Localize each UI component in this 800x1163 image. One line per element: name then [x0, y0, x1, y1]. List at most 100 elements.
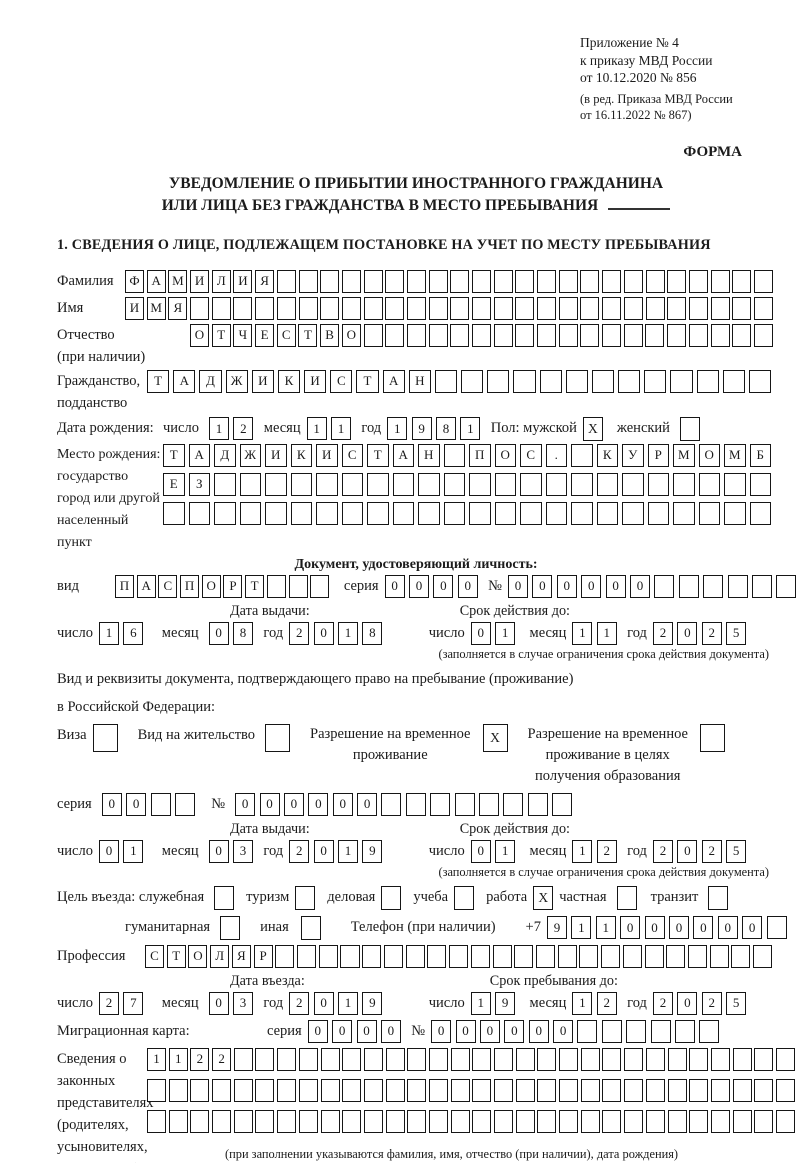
purpose-work-checkbox[interactable]: X	[533, 885, 554, 910]
char-cell[interactable]	[405, 944, 425, 968]
char-cell[interactable]	[710, 1078, 730, 1102]
char-cell[interactable]	[190, 1109, 210, 1133]
char-cell[interactable]	[703, 574, 724, 598]
char-cell[interactable]: 0	[677, 621, 698, 645]
char-cell[interactable]	[732, 323, 752, 347]
char-cell[interactable]	[580, 323, 600, 347]
char-cell[interactable]: П	[469, 443, 491, 467]
char-cell[interactable]: Т	[211, 323, 231, 347]
char-cell[interactable]: 8	[362, 621, 383, 645]
char-cell[interactable]	[515, 269, 535, 293]
char-cell[interactable]: 3	[233, 991, 253, 1015]
char-cell[interactable]	[667, 1078, 687, 1102]
char-cell[interactable]	[776, 574, 797, 598]
purpose-tourism-checkbox[interactable]	[295, 885, 316, 910]
purpose-study-checkbox[interactable]	[454, 885, 475, 910]
char-cell[interactable]	[644, 944, 664, 968]
char-cell[interactable]: Ж	[239, 443, 261, 467]
char-cell[interactable]: 0	[384, 574, 405, 598]
char-cell[interactable]	[266, 574, 286, 598]
char-cell[interactable]	[535, 944, 555, 968]
char-cell[interactable]	[622, 472, 644, 496]
char-cell[interactable]: Р	[253, 944, 273, 968]
char-cell[interactable]	[751, 574, 772, 598]
char-cell[interactable]: И	[190, 269, 210, 293]
char-cell[interactable]: Т	[298, 323, 318, 347]
char-cell[interactable]	[577, 1019, 598, 1043]
char-cell[interactable]: 0	[693, 916, 714, 939]
char-cell[interactable]: О	[201, 574, 221, 598]
char-cell[interactable]: 0	[455, 1019, 476, 1043]
char-cell[interactable]: 0	[307, 1019, 328, 1043]
char-cell[interactable]	[430, 792, 451, 816]
char-cell[interactable]	[650, 1019, 671, 1043]
char-cell[interactable]: 1	[208, 417, 229, 440]
char-cell[interactable]	[277, 1109, 297, 1133]
char-cell[interactable]: С	[330, 369, 353, 393]
char-cell[interactable]	[341, 296, 361, 320]
char-cell[interactable]	[492, 944, 512, 968]
char-cell[interactable]: 0	[357, 792, 378, 816]
char-cell[interactable]	[392, 472, 414, 496]
char-cell[interactable]	[418, 501, 440, 525]
char-cell[interactable]: 0	[644, 916, 665, 939]
char-cell[interactable]: 0	[528, 1019, 549, 1043]
temp-permit-checkbox[interactable]: X	[482, 723, 508, 752]
char-cell[interactable]	[406, 269, 426, 293]
char-cell[interactable]	[428, 1078, 448, 1102]
char-cell[interactable]	[515, 323, 535, 347]
char-cell[interactable]: 0	[556, 574, 577, 598]
char-cell[interactable]: 9	[546, 916, 567, 939]
char-cell[interactable]	[147, 1078, 166, 1102]
char-cell[interactable]	[472, 269, 491, 293]
char-cell[interactable]: 2	[652, 991, 673, 1015]
char-cell[interactable]: Б	[749, 443, 771, 467]
char-cell[interactable]	[689, 1078, 709, 1102]
char-cell[interactable]	[602, 269, 622, 293]
char-cell[interactable]	[450, 1078, 470, 1102]
char-cell[interactable]: Е	[255, 323, 275, 347]
char-cell[interactable]	[494, 501, 516, 525]
char-cell[interactable]: 1	[337, 991, 358, 1015]
char-cell[interactable]: Я	[231, 944, 251, 968]
char-cell[interactable]: 0	[553, 1019, 574, 1043]
char-cell[interactable]	[696, 369, 719, 393]
char-cell[interactable]: К	[290, 443, 312, 467]
char-cell[interactable]	[472, 1078, 492, 1102]
char-cell[interactable]	[775, 1047, 795, 1071]
char-cell[interactable]	[428, 1109, 448, 1133]
char-cell[interactable]	[647, 501, 669, 525]
char-cell[interactable]	[340, 944, 360, 968]
char-cell[interactable]	[233, 1047, 253, 1071]
char-cell[interactable]	[654, 574, 675, 598]
char-cell[interactable]	[591, 369, 615, 393]
char-cell[interactable]: П	[180, 574, 200, 598]
char-cell[interactable]	[624, 1078, 644, 1102]
char-cell[interactable]	[623, 296, 643, 320]
char-cell[interactable]	[434, 369, 458, 393]
char-cell[interactable]	[689, 1109, 709, 1133]
char-cell[interactable]: 0	[332, 1019, 353, 1043]
char-cell[interactable]	[513, 369, 536, 393]
char-cell[interactable]	[558, 296, 578, 320]
char-cell[interactable]: 0	[433, 574, 454, 598]
char-cell[interactable]	[749, 472, 771, 496]
char-cell[interactable]	[381, 792, 402, 816]
char-cell[interactable]: 2	[701, 991, 722, 1015]
char-cell[interactable]	[645, 1047, 665, 1071]
char-cell[interactable]	[645, 323, 665, 347]
char-cell[interactable]	[675, 1019, 696, 1043]
purpose-private-checkbox[interactable]	[616, 885, 637, 910]
char-cell[interactable]	[596, 472, 618, 496]
char-cell[interactable]	[363, 1109, 383, 1133]
char-cell[interactable]	[626, 1019, 647, 1043]
char-cell[interactable]	[602, 296, 622, 320]
char-cell[interactable]: 9	[362, 991, 383, 1015]
char-cell[interactable]: 1	[98, 621, 119, 645]
char-cell[interactable]	[494, 472, 516, 496]
char-cell[interactable]: 0	[380, 1019, 401, 1043]
char-cell[interactable]	[385, 1047, 405, 1071]
char-cell[interactable]: 2	[652, 621, 673, 645]
char-cell[interactable]	[472, 1109, 492, 1133]
char-cell[interactable]: М	[146, 296, 166, 320]
